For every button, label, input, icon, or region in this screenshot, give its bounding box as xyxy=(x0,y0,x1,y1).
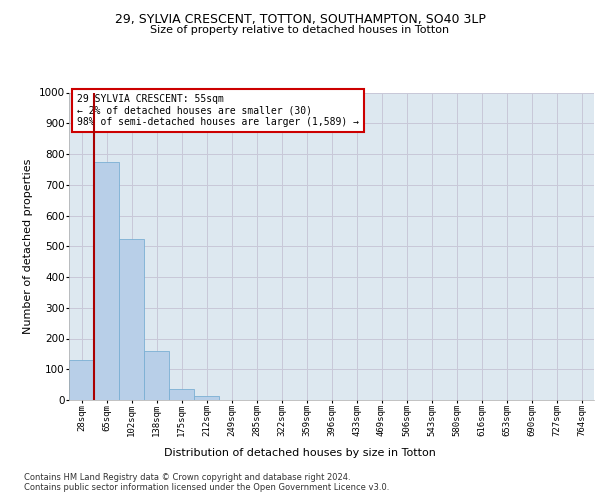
Text: Size of property relative to detached houses in Totton: Size of property relative to detached ho… xyxy=(151,25,449,35)
Text: Contains public sector information licensed under the Open Government Licence v3: Contains public sector information licen… xyxy=(24,484,389,492)
Y-axis label: Number of detached properties: Number of detached properties xyxy=(23,158,33,334)
Text: 29, SYLVIA CRESCENT, TOTTON, SOUTHAMPTON, SO40 3LP: 29, SYLVIA CRESCENT, TOTTON, SOUTHAMPTON… xyxy=(115,12,485,26)
Bar xyxy=(69,360,94,400)
Text: Distribution of detached houses by size in Totton: Distribution of detached houses by size … xyxy=(164,448,436,458)
Bar xyxy=(94,162,119,400)
Bar xyxy=(119,238,144,400)
Bar xyxy=(169,388,194,400)
Text: 29 SYLVIA CRESCENT: 55sqm
← 2% of detached houses are smaller (30)
98% of semi-d: 29 SYLVIA CRESCENT: 55sqm ← 2% of detach… xyxy=(77,94,359,127)
Bar xyxy=(194,396,219,400)
Bar xyxy=(144,351,169,400)
Text: Contains HM Land Registry data © Crown copyright and database right 2024.: Contains HM Land Registry data © Crown c… xyxy=(24,472,350,482)
